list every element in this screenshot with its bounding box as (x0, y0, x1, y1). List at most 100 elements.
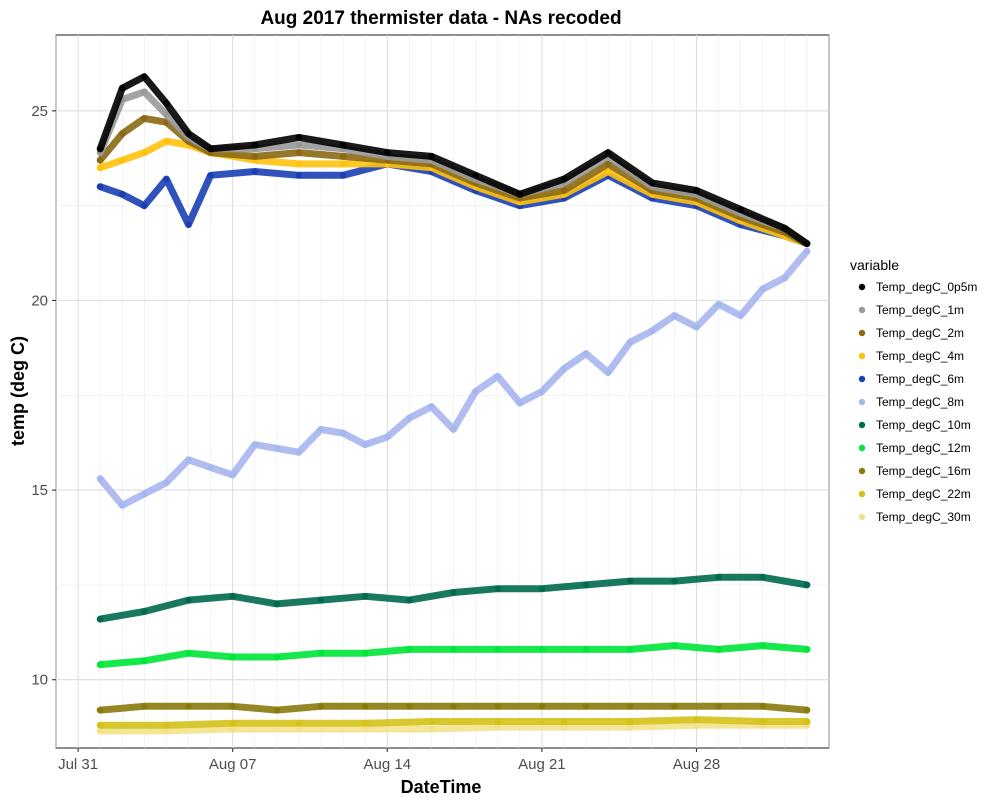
data-point (715, 301, 722, 308)
legend-label: Temp_degC_22m (876, 487, 971, 501)
legend-label: Temp_degC_2m (876, 326, 964, 340)
data-point (671, 703, 678, 710)
data-point (649, 327, 656, 334)
data-point (362, 725, 369, 733)
data-point (450, 589, 457, 596)
data-point (141, 73, 148, 80)
data-point (119, 502, 126, 509)
legend-item: Temp_degC_22m (858, 487, 971, 501)
legend-item: Temp_degC_30m (858, 510, 971, 524)
data-point (97, 145, 104, 152)
data-point (141, 703, 148, 710)
data-point (494, 646, 501, 653)
data-point (295, 149, 303, 156)
series-line (96, 88, 811, 248)
data-point (781, 274, 788, 281)
y-axis-title: temp (deg C) (8, 336, 28, 446)
data-point (671, 577, 678, 585)
data-point (339, 430, 347, 437)
data-point (693, 716, 700, 723)
data-point (163, 100, 170, 107)
x-tick-label: Aug 28 (673, 756, 721, 773)
legend-item: Temp_degC_2m (858, 326, 964, 340)
data-point (538, 646, 546, 653)
data-point (163, 175, 170, 183)
y-axis: 10 15 20 25 (31, 103, 56, 689)
data-point (472, 172, 479, 179)
data-point (715, 646, 722, 653)
data-point (494, 718, 501, 725)
data-point (185, 456, 192, 463)
data-point (450, 426, 457, 433)
data-point (428, 403, 435, 410)
data-point (295, 160, 303, 168)
data-point (693, 722, 700, 729)
data-point (295, 725, 303, 733)
data-point (428, 718, 435, 725)
data-point (406, 646, 413, 653)
data-point (141, 88, 148, 96)
x-axis: Jul 31 Aug 07 Aug 14 Aug 21 Aug 28 (58, 748, 720, 773)
legend-key (858, 375, 866, 383)
data-point (229, 471, 236, 479)
data-point (604, 160, 612, 168)
series-Temp_degC_0p5m (96, 73, 811, 248)
data-point (141, 608, 148, 615)
data-point (627, 703, 634, 710)
data-point (317, 426, 325, 433)
data-point (671, 312, 678, 319)
data-point (185, 703, 192, 710)
data-point (516, 399, 523, 407)
legend-title: variable (850, 257, 899, 273)
y-tick-label: 10 (31, 672, 48, 689)
data-point (229, 725, 236, 733)
x-tick-label: Aug 14 (364, 756, 412, 773)
series-Temp_degC_12m (96, 642, 811, 669)
data-point (141, 490, 148, 498)
data-point (362, 441, 369, 448)
data-point (273, 653, 281, 661)
data-point (295, 134, 303, 141)
data-point (627, 646, 634, 653)
data-point (251, 153, 258, 160)
data-point (97, 722, 104, 729)
data-point (97, 183, 104, 190)
data-point (406, 596, 413, 604)
data-point (494, 373, 501, 380)
data-point (141, 149, 148, 156)
data-point (229, 720, 236, 727)
legend-label: Temp_degC_30m (876, 510, 971, 524)
series-Temp_degC_16m (96, 702, 811, 714)
legend-label: Temp_degC_16m (876, 464, 971, 478)
series-line (96, 716, 811, 729)
data-point (560, 175, 568, 183)
data-point (185, 130, 192, 137)
data-point (406, 414, 413, 422)
legend-item: Temp_degC_4m (858, 349, 964, 363)
data-point (538, 585, 546, 592)
data-point (97, 706, 104, 714)
legend-item: Temp_degC_0p5m (858, 280, 977, 294)
data-point (627, 718, 634, 725)
data-point (759, 703, 766, 710)
data-point (317, 650, 325, 657)
legend-label: Temp_degC_6m (876, 372, 964, 386)
data-point (737, 206, 744, 213)
legend-key (858, 306, 866, 314)
data-point (362, 720, 369, 727)
data-point (295, 720, 303, 727)
legend-key (858, 283, 866, 291)
data-point (560, 187, 568, 194)
data-point (185, 221, 192, 228)
data-point (295, 449, 303, 456)
legend-label: Temp_degC_0p5m (876, 280, 977, 294)
legend-key (858, 444, 866, 452)
data-point (627, 723, 634, 731)
data-point (604, 168, 612, 175)
data-point (273, 706, 281, 714)
chart-title: Aug 2017 thermister data - NAs recoded (260, 8, 621, 29)
legend-label: Temp_degC_12m (876, 441, 971, 455)
legend-label: Temp_degC_10m (876, 418, 971, 432)
legend-key (858, 467, 866, 475)
